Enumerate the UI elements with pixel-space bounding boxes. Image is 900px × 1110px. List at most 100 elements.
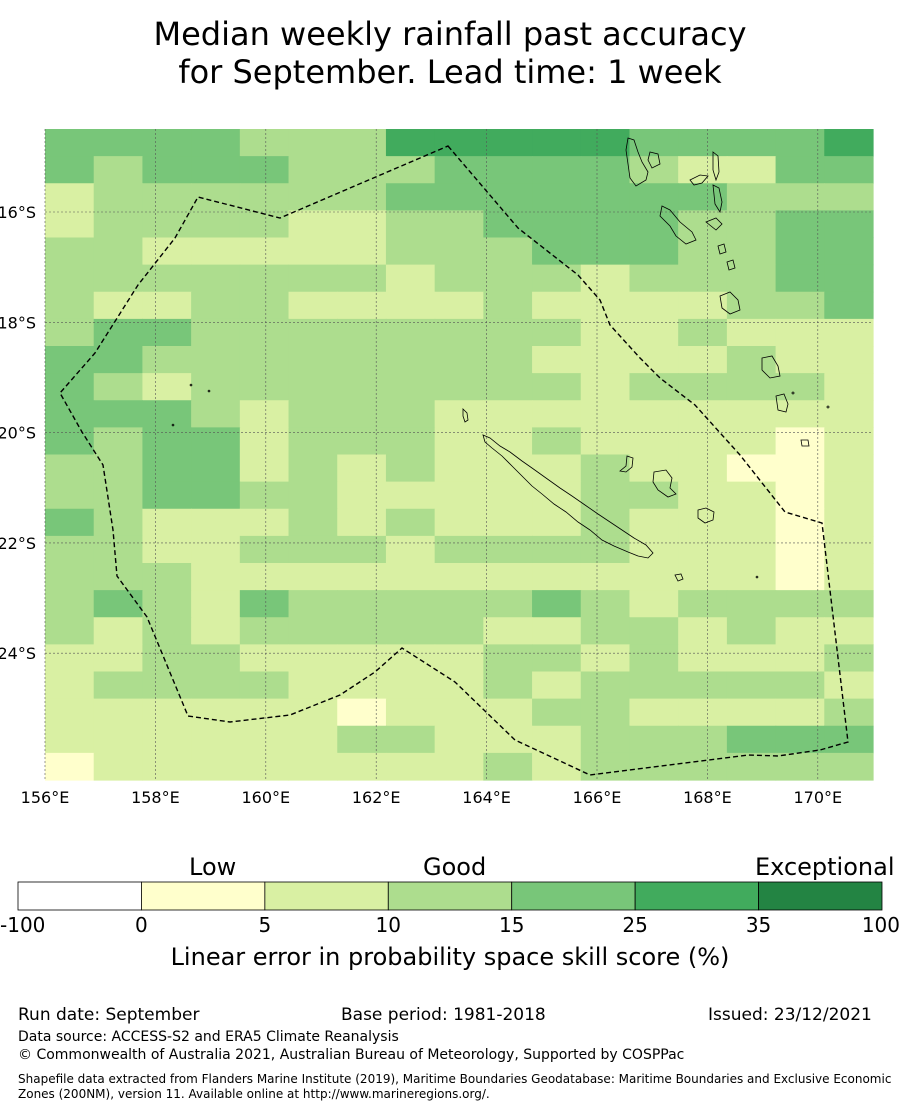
skill-cell: [93, 454, 144, 483]
skill-cell: [239, 427, 290, 456]
skill-cell: [824, 129, 874, 157]
skill-cell: [288, 210, 338, 239]
skill-cell: [726, 183, 777, 211]
skill-cell: [726, 671, 777, 700]
skill-cell: [142, 373, 192, 401]
longitude-label: 158°E: [131, 788, 180, 807]
skill-cell: [93, 264, 144, 293]
skill-cell: [45, 698, 95, 727]
skill-cell: [288, 454, 338, 483]
skill-cell: [580, 129, 631, 157]
skill-cell: [385, 210, 436, 239]
skill-cell: [580, 481, 631, 510]
skill-cell: [726, 454, 777, 483]
skill-cell: [45, 454, 95, 483]
colorbar-label: Linear error in probability space skill …: [170, 943, 730, 971]
skill-cell: [93, 210, 144, 239]
skill-cell: [483, 318, 533, 347]
skill-cell: [726, 535, 777, 564]
skill-cell: [532, 535, 582, 564]
skill-cell: [483, 590, 533, 618]
colorbar-bin: [387, 881, 513, 911]
skill-cell: [629, 454, 679, 483]
skill-cell: [191, 563, 241, 591]
skill-cell: [191, 264, 241, 293]
skill-cell: [385, 644, 436, 673]
skill-cell: [93, 617, 144, 645]
skill-cell: [239, 671, 290, 700]
skill-cell: [775, 346, 825, 374]
skill-cell: [532, 373, 582, 401]
skill-cell: [239, 752, 290, 781]
skill-cell: [337, 535, 387, 564]
skill-cell: [678, 427, 728, 456]
skill-cell: [239, 318, 290, 347]
colorbar-bin: [17, 881, 142, 911]
skill-cell: [239, 210, 290, 239]
skill-cell: [532, 617, 582, 645]
malakula: [659, 205, 697, 245]
skill-cell: [142, 237, 192, 266]
colorbar-tick-label: 0: [135, 913, 148, 937]
skill-cell: [385, 183, 436, 211]
skill-cell: [726, 725, 777, 754]
skill-cell: [629, 156, 679, 184]
skill-cell: [93, 535, 144, 564]
graticule: [44, 129, 873, 780]
skill-cell: [93, 156, 144, 184]
skill-cell: [824, 264, 874, 293]
gaua: [647, 151, 661, 169]
skill-cell: [191, 373, 241, 401]
skill-cell: [483, 617, 533, 645]
skill-cell: [434, 318, 484, 347]
skill-cell: [191, 129, 241, 157]
skill-cell: [726, 508, 777, 537]
skill-cell: [239, 129, 290, 157]
skill-cell: [45, 563, 95, 591]
reef-islet: [189, 383, 193, 387]
pentecost: [712, 184, 723, 214]
issued-date: Issued: 23/12/2021: [708, 1005, 872, 1025]
skill-cell: [678, 264, 728, 293]
skill-cell: [191, 454, 241, 483]
skill-cell: [45, 210, 95, 239]
skill-cell: [385, 373, 436, 401]
skill-cell: [142, 671, 192, 700]
skill-cell: [434, 400, 484, 428]
skill-cell: [824, 346, 874, 374]
skill-cell: [532, 129, 582, 157]
skill-cell: [775, 183, 825, 211]
skill-cell: [239, 508, 290, 537]
skill-cell: [337, 563, 387, 591]
skill-cell: [93, 346, 144, 374]
skill-cell: [337, 752, 387, 781]
skill-cell: [824, 725, 874, 754]
reef-islet: [171, 423, 175, 427]
latitude-label: 20°S: [0, 424, 36, 443]
skill-cell: [288, 535, 338, 564]
map-title-line-2: for September. Lead time: 1 week: [178, 53, 722, 91]
skill-cell: [45, 346, 95, 374]
skill-cell: [532, 508, 582, 537]
skill-cell: [678, 535, 728, 564]
skill-cell: [93, 671, 144, 700]
espiritu-santo: [625, 137, 649, 187]
skill-cell: [337, 481, 387, 510]
skill-cell: [385, 590, 436, 618]
skill-map: 156°E 158°E 160°E 162°E 164°E 166°E 168°E 170°E…: [0, 129, 874, 807]
skill-cell: [532, 264, 582, 293]
efate: [719, 291, 741, 315]
run-date: Run date: September: [18, 1005, 200, 1025]
skill-cell: [337, 156, 387, 184]
skill-cell: [580, 210, 631, 239]
skill-cell: [288, 373, 338, 401]
skill-cell: [678, 725, 728, 754]
skill-cell: [239, 291, 290, 320]
shapefile-credit: Shapefile data extracted from Flanders M…: [18, 1072, 892, 1101]
skill-cell: [775, 427, 825, 456]
skill-cell: [45, 671, 95, 700]
longitude-label: 162°E: [352, 788, 401, 807]
skill-cell: [678, 590, 728, 618]
skill-cell: [483, 210, 533, 239]
skill-cell: [629, 427, 679, 456]
